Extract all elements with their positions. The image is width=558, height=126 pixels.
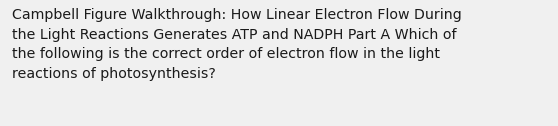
Text: Campbell Figure Walkthrough: How Linear Electron Flow During
the Light Reactions: Campbell Figure Walkthrough: How Linear … <box>12 8 462 81</box>
